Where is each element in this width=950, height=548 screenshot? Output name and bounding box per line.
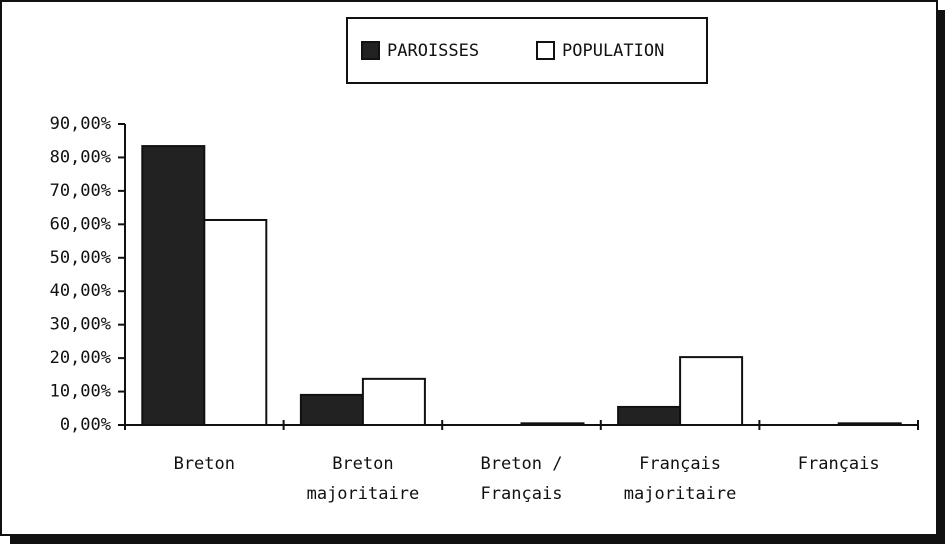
bar: [361, 377, 426, 427]
bar: [837, 422, 902, 427]
frame-shadow: [10, 536, 942, 544]
legend-swatch: [536, 41, 555, 60]
bar: [617, 405, 682, 427]
y-tick-label: 0,00%: [60, 415, 111, 435]
legend-label: POPULATION: [562, 41, 664, 61]
legend-swatch: [361, 41, 380, 60]
y-tick-label: 80,00%: [50, 147, 111, 167]
y-tick-label: 70,00%: [50, 181, 111, 201]
legend-label: PAROISSES: [387, 41, 479, 61]
frame-shadow: [937, 10, 945, 544]
bar: [203, 218, 268, 426]
x-tick-label: Breton / Français: [481, 454, 563, 504]
y-tick-label: 10,00%: [50, 382, 111, 402]
bar: [141, 145, 206, 426]
y-tick-label: 90,00%: [50, 114, 111, 134]
x-tick-label: Français: [798, 454, 880, 474]
y-tick-label: 40,00%: [50, 281, 111, 301]
bar: [520, 422, 585, 427]
bar: [679, 356, 744, 427]
legend-box: [346, 17, 708, 84]
y-tick-label: 60,00%: [50, 214, 111, 234]
y-tick-label: 30,00%: [50, 315, 111, 335]
y-tick-label: 50,00%: [50, 248, 111, 268]
bar: [299, 393, 364, 426]
x-tick-label: Breton: [174, 454, 235, 474]
x-tick-label: Breton majoritaire: [307, 454, 420, 504]
y-tick-label: 20,00%: [50, 348, 111, 368]
x-tick-label: Français majoritaire: [624, 454, 737, 504]
